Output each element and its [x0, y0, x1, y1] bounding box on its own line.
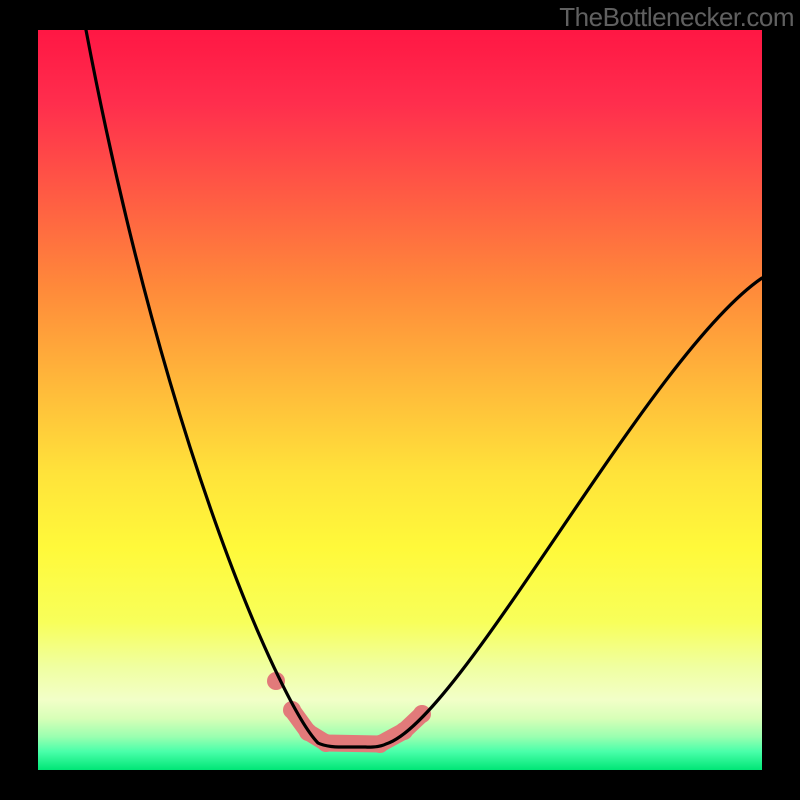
- bottleneck-chart: [0, 0, 800, 800]
- highlight-marker: [413, 705, 431, 723]
- chart-container: TheBottlenecker.com: [0, 0, 800, 800]
- watermark-label: TheBottlenecker.com: [559, 2, 794, 33]
- plot-background: [38, 30, 762, 770]
